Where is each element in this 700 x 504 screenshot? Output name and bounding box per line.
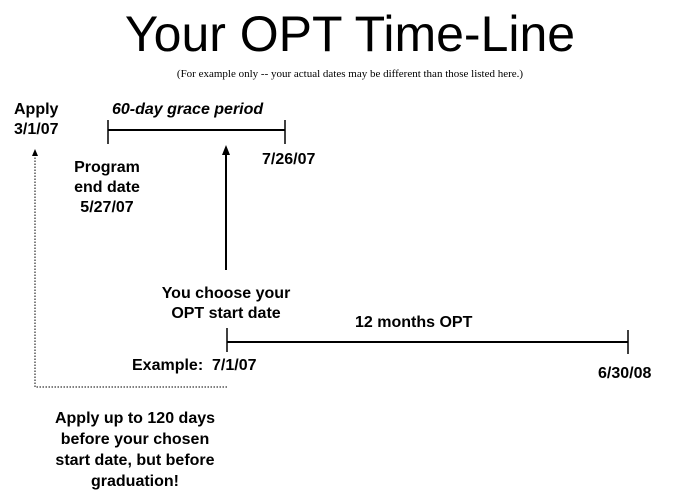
program-end-line1: Program [74, 159, 140, 176]
grace-end-date: 7/26/07 [262, 151, 316, 168]
choose-start-line1: You choose your [161, 285, 291, 302]
diagram-subtitle: (For example only -- your actual dates m… [176, 68, 524, 80]
apply-note: Apply up to 120 days before your chosen … [30, 408, 240, 492]
grace-period-label: 60-day grace period [112, 101, 264, 118]
apply-note-line2: before your chosen [60, 431, 210, 448]
diagram-title: Your OPT Time-Line [124, 6, 576, 62]
program-end-line2: end date [74, 179, 140, 196]
choose-start-line2: OPT start date [171, 305, 281, 322]
grace-period-bracket [107, 120, 286, 144]
opt-period-line [226, 328, 629, 354]
apply-note-line1: Apply up to 120 days [54, 410, 216, 427]
choose-start-label: You choose your OPT start date [136, 284, 316, 324]
program-end-date: 5/27/07 [80, 199, 134, 216]
apply-text: Apply [14, 101, 59, 118]
opt-end-date: 6/30/08 [598, 365, 652, 382]
apply-dotted-arrow [32, 149, 227, 388]
apply-note-line3: start date, but before [55, 452, 215, 469]
opt-duration-label: 12 months OPT [355, 314, 473, 331]
example-start-date: Example: 7/1/07 [132, 357, 257, 374]
apply-date: 3/1/07 [14, 121, 59, 138]
apply-label: Apply 3/1/07 [14, 100, 58, 140]
program-end-label: Program end date 5/27/07 [62, 158, 152, 218]
start-date-arrow [222, 145, 230, 270]
apply-note-line4: graduation! [91, 473, 179, 490]
